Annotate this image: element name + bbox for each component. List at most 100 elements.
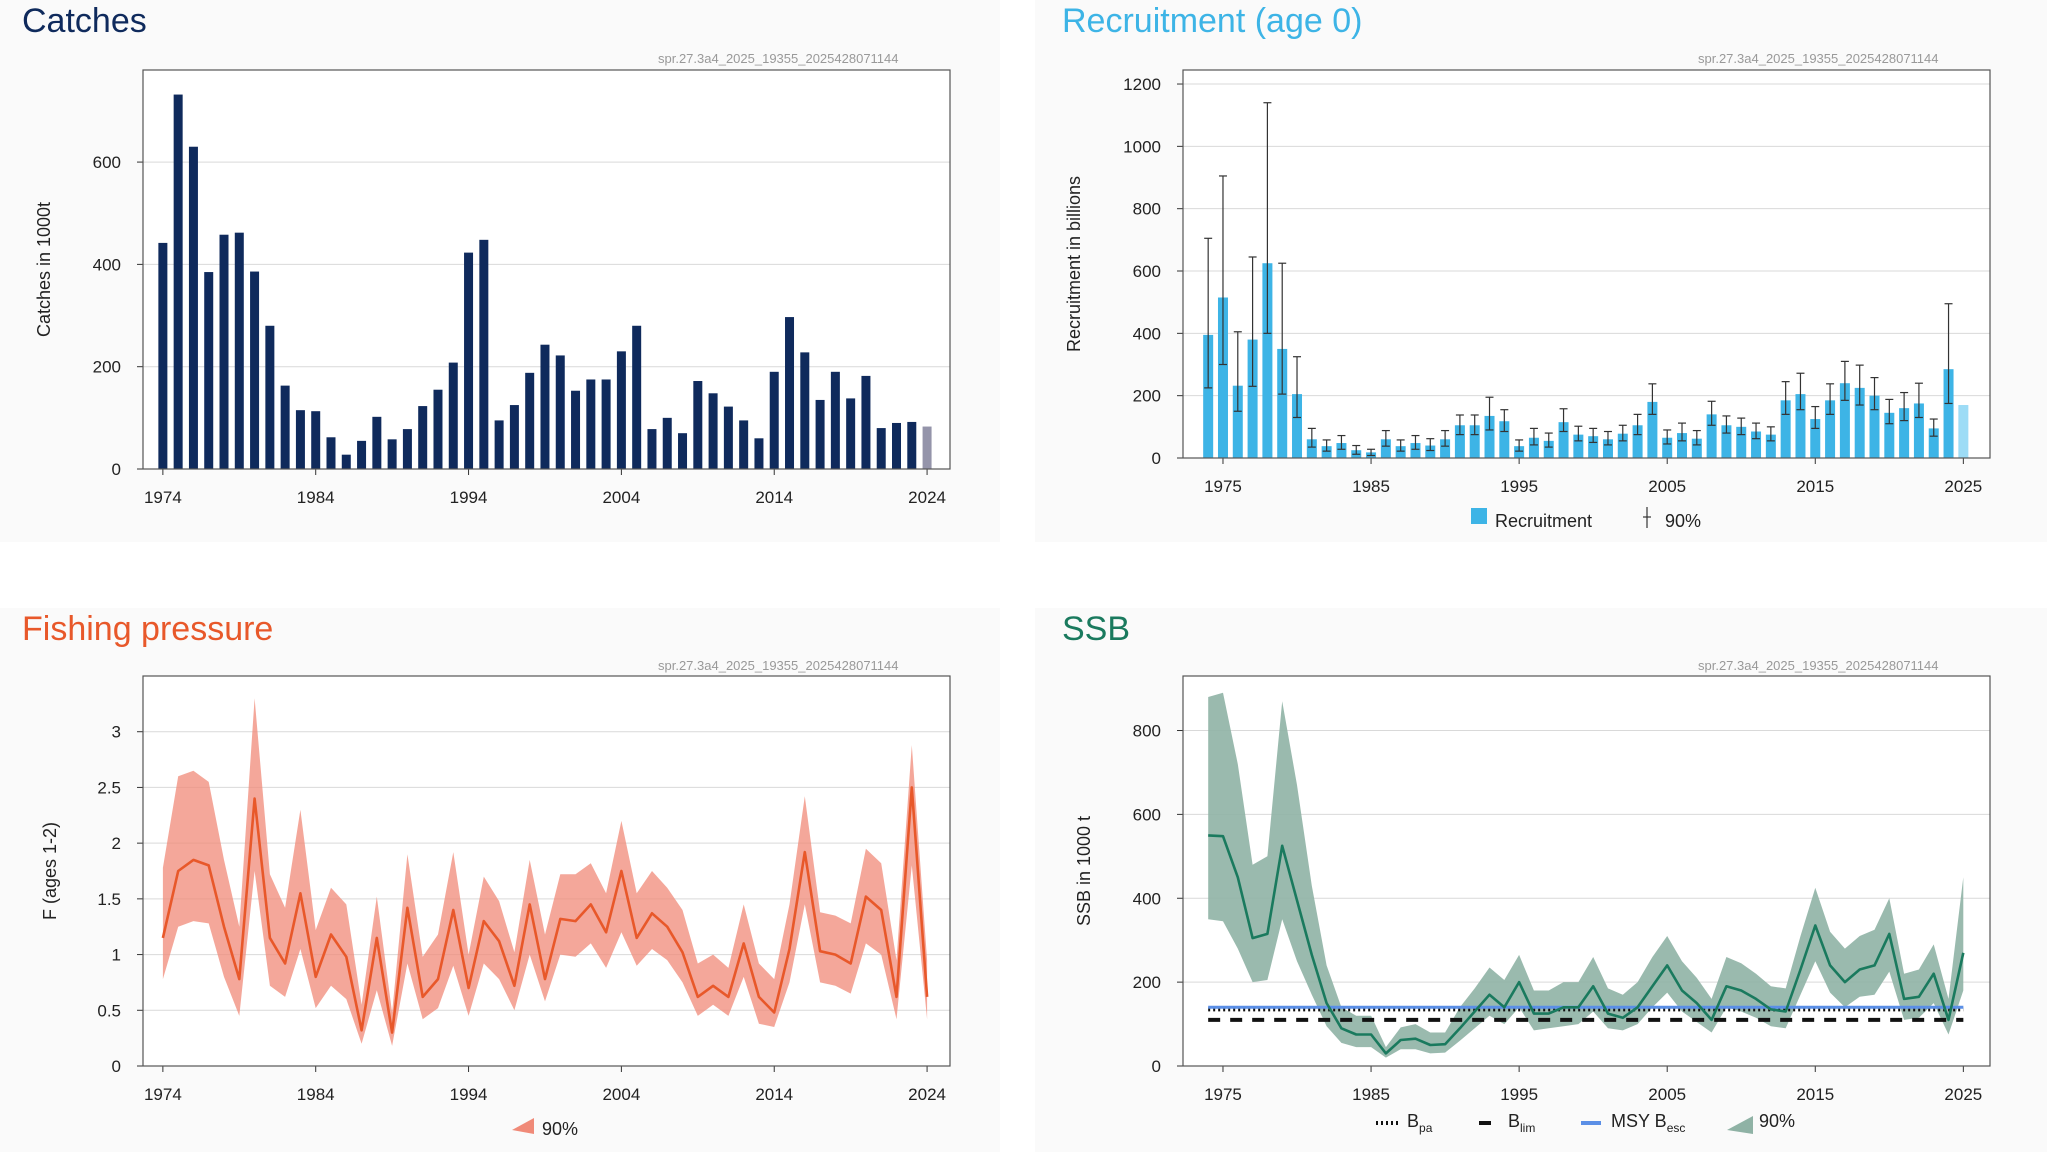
recruitment-bar — [1869, 395, 1880, 458]
recruitment-bar — [1454, 425, 1465, 458]
catches-bar — [265, 325, 275, 469]
recruitment-bar — [1632, 425, 1643, 458]
recruitment-bar — [1440, 439, 1451, 458]
ssb-stamp: spr.27.3a4_2025_19355_2025428071144 — [1698, 658, 1939, 673]
recruitment-y-tick-label: 200 — [1133, 387, 1161, 406]
ssb-legend-msy-label: MSY Besc — [1611, 1111, 1685, 1135]
catches-bar — [876, 428, 886, 469]
recruitment-bar — [1928, 428, 1939, 458]
catches-bar — [448, 362, 458, 469]
recruitment-bar — [1602, 439, 1613, 458]
recruitment-bar — [1262, 263, 1273, 458]
fishing-legend-label: 90% — [542, 1119, 578, 1139]
recruitment-bar — [1217, 297, 1228, 458]
catches-bar — [815, 399, 825, 469]
catches-bar — [555, 355, 565, 469]
catches-bar — [479, 239, 489, 469]
catches-bar — [311, 411, 321, 469]
recruitment-x-tick-label: 1985 — [1352, 477, 1390, 496]
ssb-ci-band — [1208, 692, 1964, 1058]
catches-y-tick-label: 200 — [93, 358, 121, 377]
catches-y-tick-label: 600 — [93, 153, 121, 172]
recruitment-y-axis-label: Recruitment in billions — [1064, 176, 1084, 352]
catches-bar — [723, 406, 733, 469]
fishing-x-tick-label: 1994 — [450, 1085, 488, 1104]
recruitment-y-tick-label: 0 — [1152, 449, 1161, 468]
recruitment-bar — [1706, 414, 1717, 458]
recruitment-bar — [1514, 446, 1525, 458]
ssb-title: SSB — [1062, 610, 1131, 648]
catches-bar — [632, 325, 642, 469]
fishing-x-tick-label: 1984 — [297, 1085, 335, 1104]
fishing-y-tick-label: 0.5 — [97, 1001, 121, 1020]
recruitment-bar — [1884, 412, 1895, 458]
recruitment-bar — [1647, 401, 1658, 458]
catches-bar — [708, 393, 718, 469]
recruitment-bar — [1410, 443, 1421, 458]
ssb-legend-band-swatch — [1727, 1116, 1753, 1134]
catches-bar — [922, 426, 932, 469]
catches-bar — [693, 381, 703, 469]
recruitment-y-tick-label: 1200 — [1123, 75, 1161, 94]
recruitment-bar — [1336, 443, 1347, 458]
catches-y-axis-label: Catches in 1000t — [34, 202, 54, 337]
recruitment-bar — [1810, 419, 1821, 458]
catches-x-tick-label: 1994 — [450, 488, 488, 507]
fishing-y-axis-label: F (ages 1-2) — [40, 822, 60, 920]
ssb-legend-blim-label: Blim — [1508, 1111, 1535, 1135]
fishing-y-tick-label: 3 — [112, 723, 121, 742]
recruitment-bar — [1380, 439, 1391, 458]
recruitment-bar — [1306, 439, 1317, 458]
catches-bar — [173, 94, 183, 470]
recruitment-x-tick-label: 1975 — [1204, 477, 1242, 496]
recruitment-bar — [1469, 425, 1480, 458]
recruitment-y-tick-label: 1000 — [1123, 137, 1161, 156]
ssb-legend-band-label: 90% — [1759, 1111, 1795, 1131]
catches-bar — [204, 272, 214, 469]
recruitment-chart: 0 200 400 600 800 1000 1200 1975 1985 1995 2005 201… — [1064, 69, 1991, 531]
catches-bar — [250, 271, 260, 469]
catches-bar — [769, 371, 779, 469]
catches-bar — [509, 405, 519, 469]
fishing-plot-border — [142, 675, 951, 1067]
recruitment-y-tick-label: 600 — [1133, 262, 1161, 281]
catches-bar — [601, 379, 611, 469]
ssb-x-tick-label: 2025 — [1944, 1085, 1982, 1104]
fishing-plot-area — [143, 676, 950, 1066]
recruitment-bar — [1558, 422, 1569, 458]
recruitment-x-tick-label: 2015 — [1796, 477, 1834, 496]
fishing-legend-swatch — [512, 1118, 534, 1134]
ssb-x-tick-label: 1995 — [1500, 1085, 1538, 1104]
recruitment-bar — [1588, 436, 1599, 458]
ssb-x-tick-label: 2015 — [1796, 1085, 1834, 1104]
catches-bar — [616, 351, 626, 469]
recruitment-legend-swatch — [1471, 508, 1487, 524]
catches-bar — [571, 390, 581, 469]
catches-bar — [662, 417, 672, 469]
catches-x-tick-label: 2014 — [755, 488, 793, 507]
recruitment-y-tick-label: 800 — [1133, 200, 1161, 219]
catches-bar — [540, 344, 550, 469]
recruitment-bar — [1662, 437, 1673, 458]
fishing-ci-band — [162, 698, 928, 1046]
recruitment-bar — [1617, 433, 1628, 458]
catches-bar — [326, 437, 336, 469]
fishing-y-tick-label: 1.5 — [97, 890, 121, 909]
recruitment-bar — [1721, 425, 1732, 458]
ssb-x-tick-label: 1975 — [1204, 1085, 1242, 1104]
catches-chart: 0 200 400 600 1974 1984 1994 2004 2014 2024 Catche… — [34, 69, 951, 507]
fishing-x-tick-label: 2024 — [908, 1085, 946, 1104]
recruitment-bar — [1203, 334, 1214, 458]
recruitment-bar — [1913, 403, 1924, 458]
fishing-title: Fishing pressure — [22, 610, 274, 648]
recruitment-bar — [1499, 421, 1510, 458]
catches-bar — [830, 371, 840, 469]
catches-bar — [341, 454, 351, 469]
recruitment-bar — [1780, 400, 1791, 458]
catches-bar — [158, 242, 168, 469]
catches-bar — [372, 416, 382, 469]
ssb-x-tick-label: 1985 — [1352, 1085, 1390, 1104]
ssb-y-tick-label: 0 — [1152, 1057, 1161, 1076]
catches-y-tick-label: 400 — [93, 255, 121, 274]
catches-stamp: spr.27.3a4_2025_19355_2025428071144 — [658, 51, 899, 66]
